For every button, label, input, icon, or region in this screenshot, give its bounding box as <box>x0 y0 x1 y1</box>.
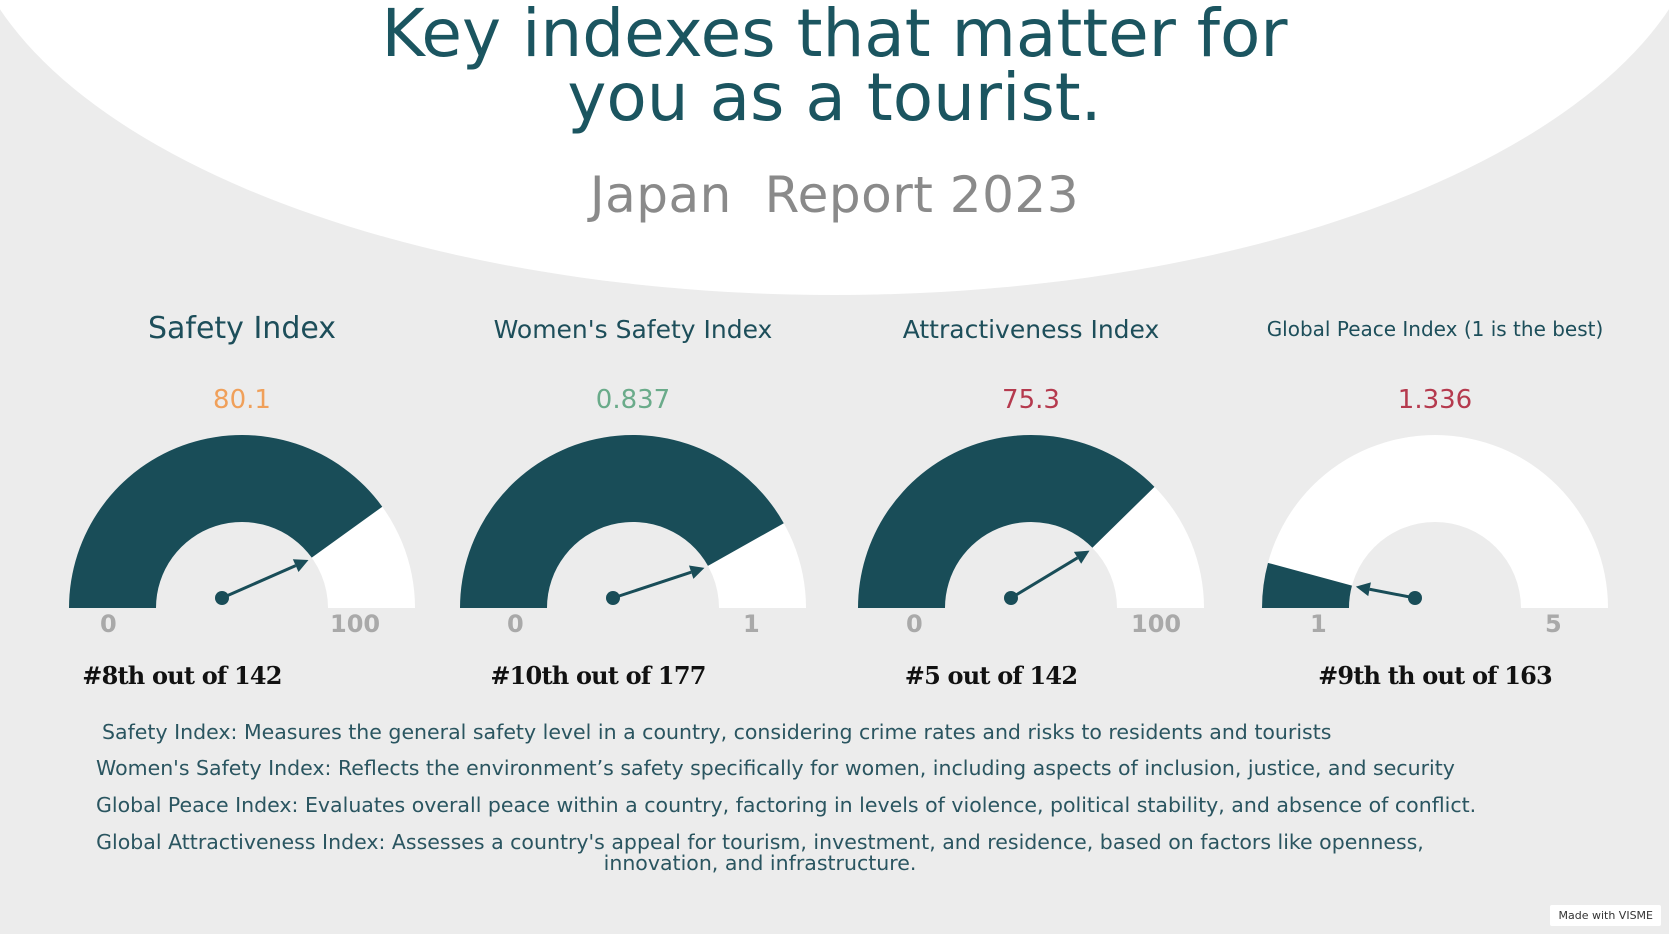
gauge-needle <box>612 570 692 600</box>
visme-badge[interactable]: Made with VISME <box>1550 905 1661 926</box>
gauge-needle-pivot <box>1004 591 1018 605</box>
gauge-needle-head <box>1355 582 1371 597</box>
gauge-min-label: 1 <box>1310 610 1327 638</box>
gauge-max-label: 5 <box>1545 610 1562 638</box>
gauge-rank: #5 out of 142 <box>904 661 1078 690</box>
gauge-max-label: 100 <box>1131 610 1182 638</box>
gauge-rank: #10th out of 177 <box>490 661 706 690</box>
page-title: Key indexes that matter for you as a tou… <box>0 0 1669 136</box>
gauge-needle <box>1010 556 1079 600</box>
gauge-needle-head <box>1073 550 1090 564</box>
gauge-needle-pivot <box>215 591 229 605</box>
gauge-dial <box>69 435 415 608</box>
gauge-fill <box>858 435 1155 608</box>
gauge-value: 0.837 <box>595 385 671 415</box>
gauge-min-label: 0 <box>507 610 524 638</box>
title-line-1: Key indexes that matter for <box>381 0 1288 72</box>
gauge-needle-head <box>688 565 705 579</box>
title-line-2: you as a tourist. <box>567 59 1102 136</box>
gauge-needle <box>221 564 297 600</box>
definition-womens-safety: Women's Safety Index: Reflects the envir… <box>96 756 1455 780</box>
gauge-value: 75.3 <box>1002 385 1060 415</box>
gauge-fill <box>460 435 784 608</box>
definition-safety: Safety Index: Measures the general safet… <box>102 720 1332 744</box>
gauge-min-label: 0 <box>906 610 923 638</box>
gauge-title: Global Peace Index (1 is the best) <box>1266 317 1604 341</box>
gauge-needle-head <box>292 559 309 573</box>
gauge-dial <box>1262 435 1608 608</box>
definition-attractiveness: Global Attractiveness Index: Assesses a … <box>96 830 1424 875</box>
gauge-max-label: 100 <box>330 610 381 638</box>
definition-peace: Global Peace Index: Evaluates overall pe… <box>96 793 1477 817</box>
gauge-value: 1.336 <box>1397 385 1473 415</box>
gauge-needle <box>1369 587 1416 600</box>
gauge-needle-pivot <box>1408 591 1422 605</box>
gauge-min-label: 0 <box>100 610 117 638</box>
gauge-track <box>1262 435 1608 608</box>
gauge-needle-pivot <box>606 591 620 605</box>
gauge-dial <box>858 435 1204 608</box>
gauge-title: Attractiveness Index <box>902 315 1160 344</box>
gauge-rank: #9th th out of 163 <box>1318 661 1553 690</box>
gauge-rank: #8th out of 142 <box>82 661 282 690</box>
gauge-title: Safety Index <box>147 311 337 346</box>
gauge-max-label: 1 <box>743 610 760 638</box>
gauge-dial <box>460 435 806 608</box>
gauge-fill <box>69 435 383 608</box>
report-subtitle: Japan Report 2023 <box>589 166 1080 224</box>
gauge-fill <box>1262 562 1352 608</box>
gauge-value: 80.1 <box>213 385 271 415</box>
gauge-title: Women's Safety Index <box>493 315 773 344</box>
